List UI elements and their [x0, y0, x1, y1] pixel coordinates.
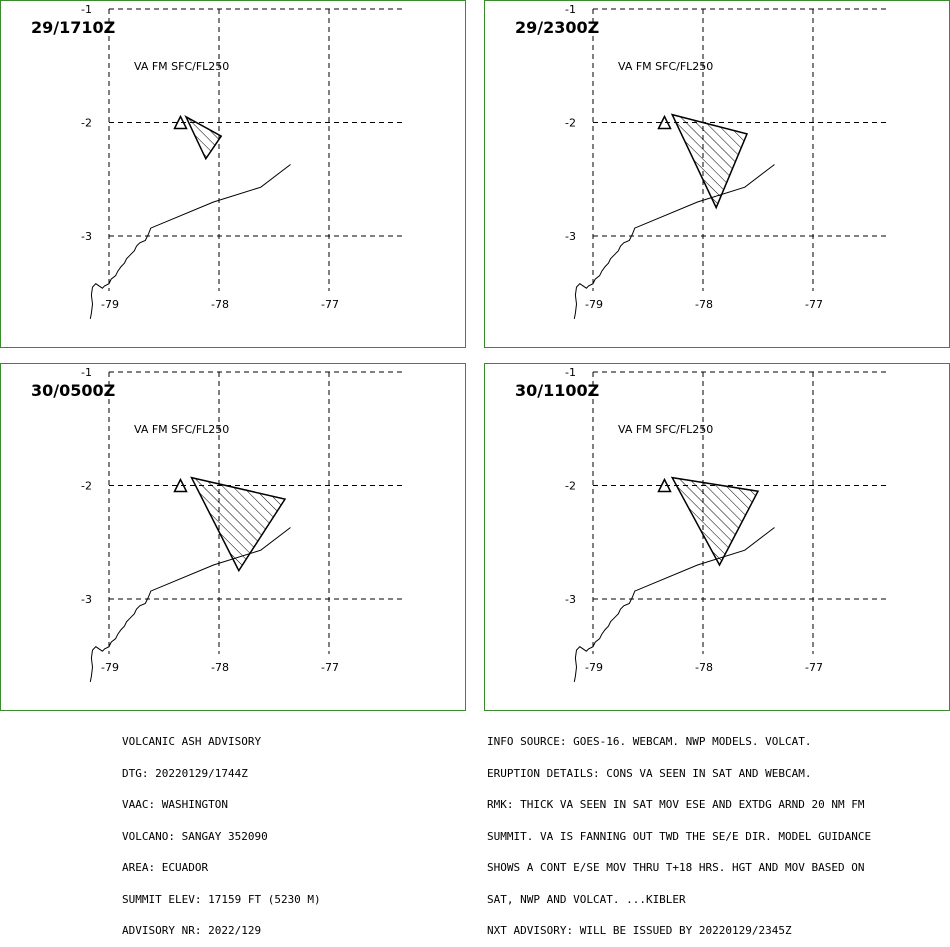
forecast-time-label: 29/2300Z	[515, 18, 600, 37]
map-canvas: -79 -78 -77 -1 -2 -3	[81, 3, 403, 319]
latitude-tick-label: -1	[81, 366, 92, 379]
longitude-tick-label: -78	[211, 298, 229, 311]
forecast-panel-1: -79 -78 -77 -1 -2 -3 29/1710Z VA FM SFC/FL250	[0, 0, 466, 348]
advisory-line: ADVISORY NR: 2022/129	[122, 924, 262, 937]
ash-layer-label: VA FM SFC/FL250	[134, 423, 230, 436]
longitude-tick-label: -77	[321, 661, 339, 674]
coastline	[573, 527, 775, 682]
advisory-line: SAT, NWP AND VOLCAT. ...KIBLER	[487, 892, 686, 906]
advisory-line: RMK: THICK VA SEEN IN SAT MOV ESE AND EX…	[487, 798, 865, 811]
advisory-line: SHOWS A CONT E/SE MOV THRU T+18 HRS. HGT…	[487, 861, 865, 874]
advisory-line: VAAC: WASHINGTON	[122, 798, 228, 811]
longitude-tick-label: -77	[805, 298, 823, 311]
forecast-panel-2: -79 -78 -77 -1 -2 -3 29/2300Z VA FM SFC/FL250	[484, 0, 950, 348]
forecast-time-label: 29/1710Z	[31, 18, 116, 37]
forecast-panel-4: -79 -78 -77 -1 -2 -3 30/1100Z VA FM SFC/FL250	[484, 363, 950, 711]
advisory-line: SUMMIT. VA IS FANNING OUT TWD THE SE/E D…	[487, 829, 872, 843]
map-canvas: -79 -78 -77 -1 -2 -3	[565, 3, 887, 319]
advisory-line: VOLCANIC ASH ADVISORY	[122, 735, 262, 748]
advisory-line: ERUPTION DETAILS: CONS VA SEEN IN SAT AN…	[487, 766, 812, 780]
coastline	[573, 164, 775, 319]
longitude-tick-label: -79	[101, 298, 119, 311]
ash-cloud-polygon	[670, 113, 749, 210]
ash-cloud-polygon	[190, 476, 287, 573]
latitude-tick-label: -2	[565, 480, 576, 493]
advisory-line: NXT ADVISORY: WILL BE ISSUED BY 20220129…	[487, 924, 792, 937]
latitude-tick-label: -3	[565, 593, 576, 606]
coastline	[89, 527, 291, 682]
longitude-tick-label: -79	[101, 661, 119, 674]
advisory-line: INFO SOURCE: GOES-16. WEBCAM. NWP MODELS…	[487, 735, 812, 748]
volcano-triangle-icon	[657, 114, 672, 130]
longitude-tick-label: -77	[805, 661, 823, 674]
longitude-tick-label: -78	[695, 298, 713, 311]
ash-cloud-polygon	[184, 115, 223, 161]
advisory-line: SUMMIT ELEV: 17159 FT (5230 M)	[122, 892, 321, 906]
latitude-tick-label: -1	[565, 3, 576, 16]
longitude-tick-label: -78	[211, 661, 229, 674]
latitude-tick-label: -3	[81, 230, 92, 243]
advisory-line: AREA: ECUADOR	[122, 861, 209, 874]
ash-cloud-polygon	[670, 476, 760, 567]
ash-layer-label: VA FM SFC/FL250	[618, 423, 714, 436]
ash-layer-label: VA FM SFC/FL250	[618, 60, 714, 73]
latitude-tick-label: -3	[81, 593, 92, 606]
latitude-tick-label: -2	[81, 480, 92, 493]
longitude-tick-label: -78	[695, 661, 713, 674]
latitude-tick-label: -1	[565, 366, 576, 379]
ash-layer-label: VA FM SFC/FL250	[134, 60, 230, 73]
forecast-panel-3: -79 -78 -77 -1 -2 -3 30/0500Z VA FM SFC/FL250	[0, 363, 466, 711]
advisory-line: DTG: 20220129/1744Z	[122, 766, 248, 780]
advisory-line: VOLCANO: SANGAY 352090	[122, 829, 268, 843]
latitude-tick-label: -2	[81, 117, 92, 130]
longitude-tick-label: -77	[321, 298, 339, 311]
latitude-tick-label: -2	[565, 117, 576, 130]
latitude-tick-label: -3	[565, 230, 576, 243]
coastline	[89, 164, 291, 319]
forecast-time-label: 30/1100Z	[515, 381, 600, 400]
forecast-time-label: 30/0500Z	[31, 381, 116, 400]
longitude-tick-label: -79	[585, 298, 603, 311]
advisory-details-text: INFO SOURCE: GOES-16. WEBCAM. NWP MODELS…	[487, 716, 871, 947]
map-canvas: -79 -78 -77 -1 -2 -3	[81, 366, 403, 682]
advisory-header-text: VOLCANIC ASH ADVISORY DTG: 20220129/1744…	[122, 716, 321, 947]
volcano-triangle-icon	[173, 114, 188, 130]
volcano-triangle-icon	[173, 477, 188, 493]
longitude-tick-label: -79	[585, 661, 603, 674]
latitude-tick-label: -1	[81, 3, 92, 16]
volcano-triangle-icon	[657, 477, 672, 493]
map-canvas: -79 -78 -77 -1 -2 -3	[565, 366, 887, 682]
